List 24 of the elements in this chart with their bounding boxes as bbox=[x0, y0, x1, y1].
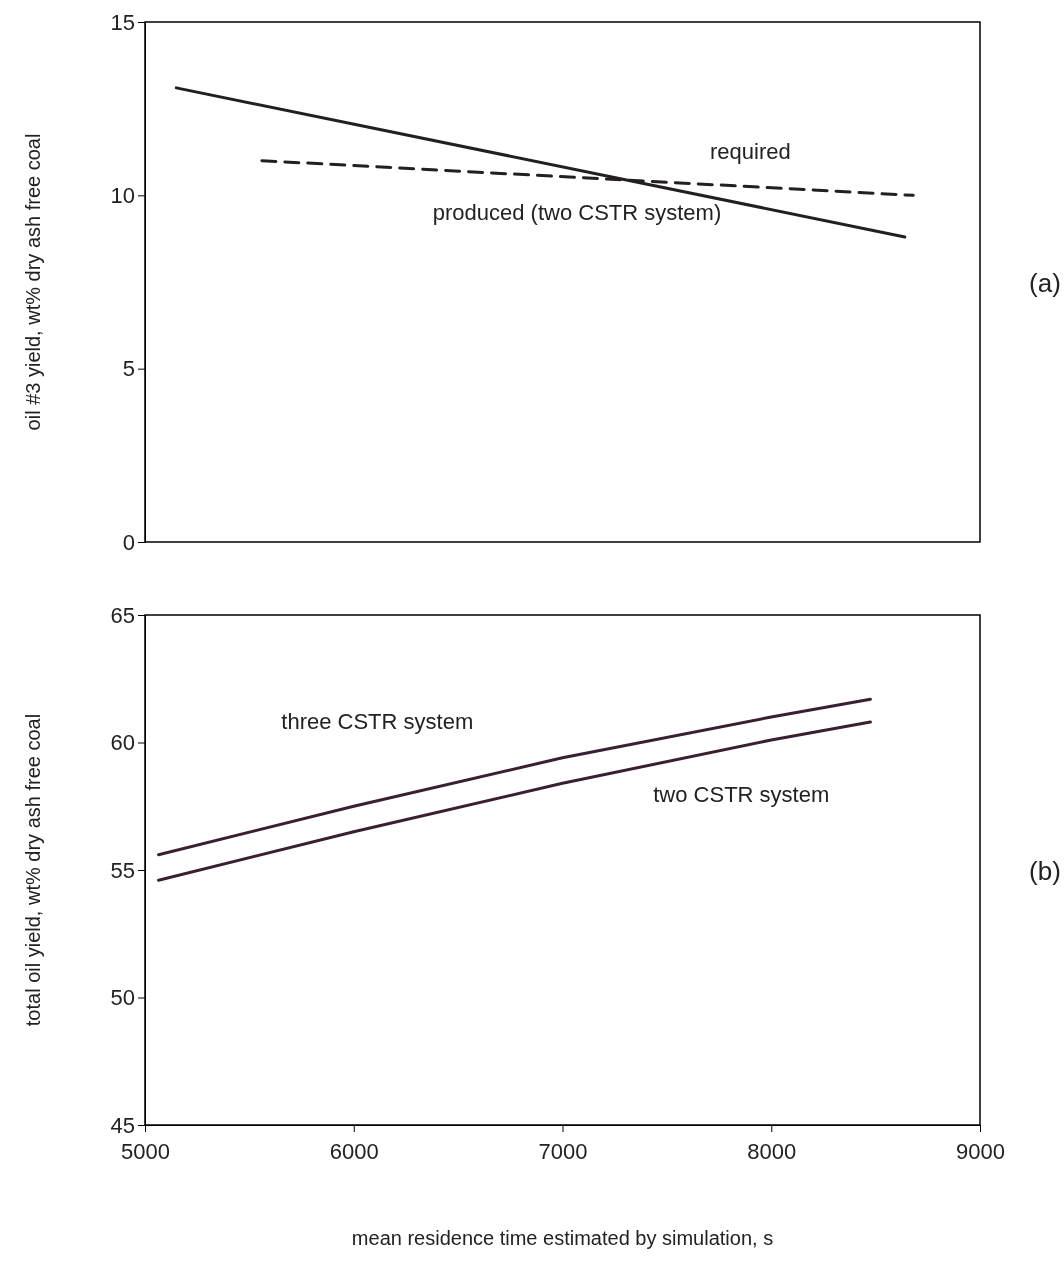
y-tick-label: 60 bbox=[110, 730, 135, 756]
series-label: required bbox=[710, 138, 791, 164]
y-tick-label: 10 bbox=[110, 182, 135, 208]
x-tick-label: 6000 bbox=[329, 1139, 379, 1165]
x-axis-title: mean residence time estimated by simulation, s bbox=[351, 1227, 774, 1249]
y-tick-label: 15 bbox=[110, 9, 135, 35]
x-tick-label: 8000 bbox=[747, 1139, 797, 1165]
y-tick-label: 50 bbox=[110, 985, 135, 1011]
series-label: produced (two CSTR system) bbox=[432, 199, 722, 225]
text: (b) bbox=[1029, 856, 1061, 886]
series-label: three CSTR system bbox=[281, 708, 474, 734]
y-axis-title: total oil yield, wt% dry ash free coal bbox=[22, 713, 44, 1027]
line-series bbox=[157, 697, 872, 857]
y-tick-label: 0 bbox=[122, 529, 135, 555]
series-label: two CSTR system bbox=[653, 781, 830, 807]
y-tick-label: 5 bbox=[122, 356, 135, 382]
text: (a) bbox=[1029, 268, 1061, 298]
x-tick-label: 5000 bbox=[121, 1139, 170, 1165]
y-tick-label: 45 bbox=[110, 1112, 135, 1138]
x-tick-label: 9000 bbox=[956, 1139, 1005, 1165]
y-tick-label: 55 bbox=[110, 857, 135, 883]
y-tick-label: 65 bbox=[110, 602, 135, 628]
x-tick-label: 7000 bbox=[538, 1139, 588, 1165]
y-axis-title: oil #3 yield, wt% dry ash free coal bbox=[22, 133, 44, 431]
